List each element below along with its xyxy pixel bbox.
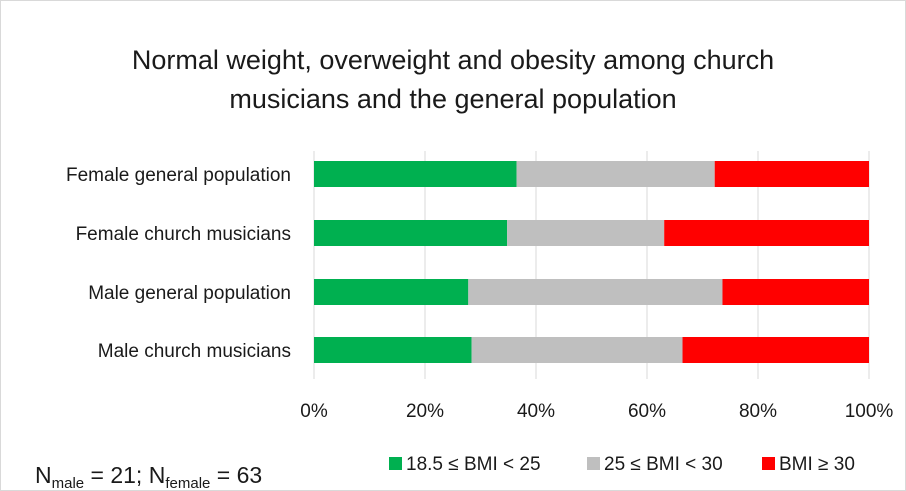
chart-title-line-1: Normal weight, overweight and obesity am… <box>132 45 774 75</box>
bar-segment <box>314 279 469 305</box>
note-text: = 63 <box>210 462 262 488</box>
bar-segment <box>314 220 508 246</box>
category-label: Female general population <box>66 165 291 186</box>
bar-segment <box>468 279 723 305</box>
bar-segment <box>714 161 869 187</box>
category-label: Female church musicians <box>76 224 291 245</box>
note-subscript: female <box>165 475 210 490</box>
legend-label: 18.5 ≤ BMI < 25 <box>406 454 541 475</box>
note-text: N <box>149 462 166 488</box>
bar-segment <box>682 337 869 363</box>
category-label: Male church musicians <box>98 341 291 362</box>
x-tick-label: 0% <box>300 401 328 422</box>
legend-swatch <box>762 457 775 470</box>
chart-title-line-2: musicians and the general population <box>229 84 676 114</box>
bar-segment <box>664 220 869 246</box>
bar-segment <box>722 279 869 305</box>
legend-label: 25 ≤ BMI < 30 <box>604 454 723 475</box>
x-tick-label: 60% <box>628 401 666 422</box>
bar-segment <box>471 337 683 363</box>
note-text: = 21; <box>84 462 149 488</box>
legend-swatch <box>389 457 402 470</box>
legend-swatch <box>587 457 600 470</box>
note-text: N <box>35 462 52 488</box>
bar-segment <box>507 220 665 246</box>
sample-size-note: Nmale = 21; Nfemale = 63 <box>35 462 262 490</box>
x-tick-label: 20% <box>406 401 444 422</box>
bar-segment <box>314 161 517 187</box>
category-label: Male general population <box>88 283 291 304</box>
bar-segment <box>516 161 715 187</box>
bar-segment <box>314 337 472 363</box>
x-tick-label: 100% <box>845 401 894 422</box>
legend-label: BMI ≥ 30 <box>779 454 855 475</box>
x-tick-label: 40% <box>517 401 555 422</box>
note-subscript: male <box>52 475 85 490</box>
x-tick-label: 80% <box>739 401 777 422</box>
